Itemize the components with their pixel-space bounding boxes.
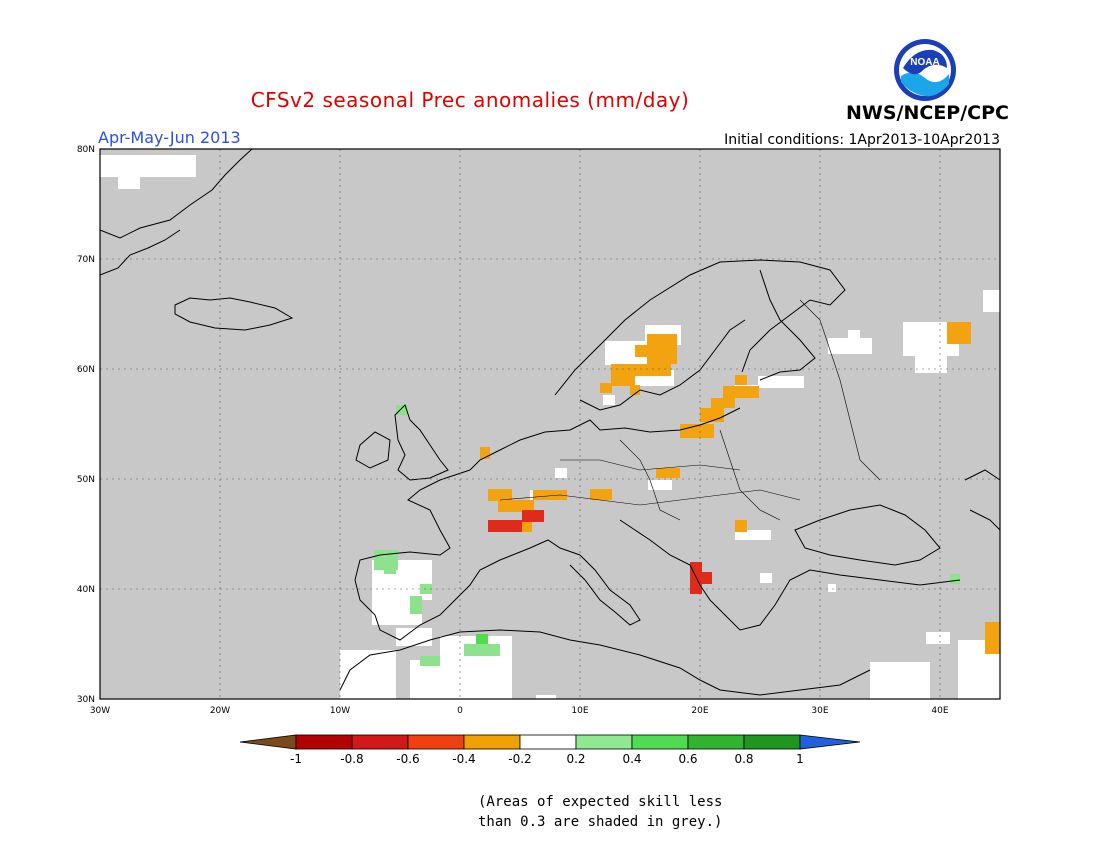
colorbar-label: 0.2 — [566, 752, 585, 766]
lon-tick: 40E — [931, 706, 948, 716]
gridlines — [100, 149, 1000, 699]
chart-title: CFSv2 seasonal Prec anomalies (mm/day) — [250, 88, 690, 112]
colorbar-label: -0.8 — [340, 752, 363, 766]
colorbar-swatch — [575, 734, 633, 750]
colorbar-label: 0.8 — [734, 752, 753, 766]
colorbar-swatch — [463, 734, 521, 750]
colorbar-label: -0.4 — [452, 752, 475, 766]
colorbar-label: 1 — [796, 752, 804, 766]
lat-tick: 40N — [77, 585, 95, 595]
colorbar-swatch — [407, 734, 465, 750]
colorbar-swatch — [351, 734, 409, 750]
initial-conditions-label: Initial conditions: 1Apr2013-10Apr2013 — [724, 132, 1000, 148]
positive-anomaly-strong — [476, 634, 488, 644]
lat-tick: 80N — [77, 145, 95, 155]
coastlines — [99, 148, 1001, 696]
colorbar-swatch — [631, 734, 689, 750]
colorbar-label: -0.2 — [508, 752, 531, 766]
negative-anomaly-regions — [480, 322, 1000, 654]
colorbar-arrow-left — [239, 734, 297, 750]
map-area — [100, 149, 1000, 699]
org-label: NWS/NCEP/CPC — [846, 102, 1009, 124]
map-frame — [99, 148, 1001, 700]
lon-tick: 20E — [691, 706, 708, 716]
colorbar-label: 0.4 — [622, 752, 641, 766]
lat-tick-labels: 30N 40N 50N 60N 70N 80N — [77, 145, 95, 705]
skill-note-line-1: (Areas of expected skill less — [478, 794, 723, 810]
logo-text: NOAA — [910, 57, 939, 68]
country-borders — [499, 299, 881, 521]
lon-tick: 30E — [811, 706, 828, 716]
skill-note: (Areas of expected skill less than 0.3 a… — [478, 792, 722, 832]
skill-note-line-2: than 0.3 are shaded in grey.) — [478, 814, 723, 830]
lon-tick: 30W — [90, 706, 110, 716]
lon-tick-labels: 30W 20W 10W 0 10E 20E 30E 40E — [90, 706, 949, 716]
colorbar-arrow-right — [799, 734, 861, 750]
lon-tick: 10W — [330, 706, 350, 716]
colorbar-label: -0.6 — [396, 752, 419, 766]
lat-tick: 60N — [77, 365, 95, 375]
colorbar-label: -1 — [290, 752, 302, 766]
lat-tick: 70N — [77, 255, 95, 265]
colorbar-swatch — [743, 734, 801, 750]
colorbar-label: 0.6 — [678, 752, 697, 766]
colorbar: -1 -0.8 -0.6 -0.4 -0.2 0.2 0.4 0.6 0.8 1 — [239, 734, 861, 766]
season-label: Apr-May-Jun 2013 — [98, 128, 241, 147]
lon-tick: 10E — [571, 706, 588, 716]
lon-tick: 20W — [210, 706, 230, 716]
colorbar-swatch — [519, 734, 577, 750]
colorbar-swatch — [687, 734, 745, 750]
logo-wave — [901, 72, 949, 97]
lat-tick: 30N — [77, 695, 95, 705]
lat-tick: 50N — [77, 475, 95, 485]
colorbar-swatch — [295, 734, 353, 750]
lon-tick: 0 — [457, 706, 463, 716]
logo-bird — [903, 49, 947, 75]
noaa-logo: NOAA — [894, 39, 956, 101]
